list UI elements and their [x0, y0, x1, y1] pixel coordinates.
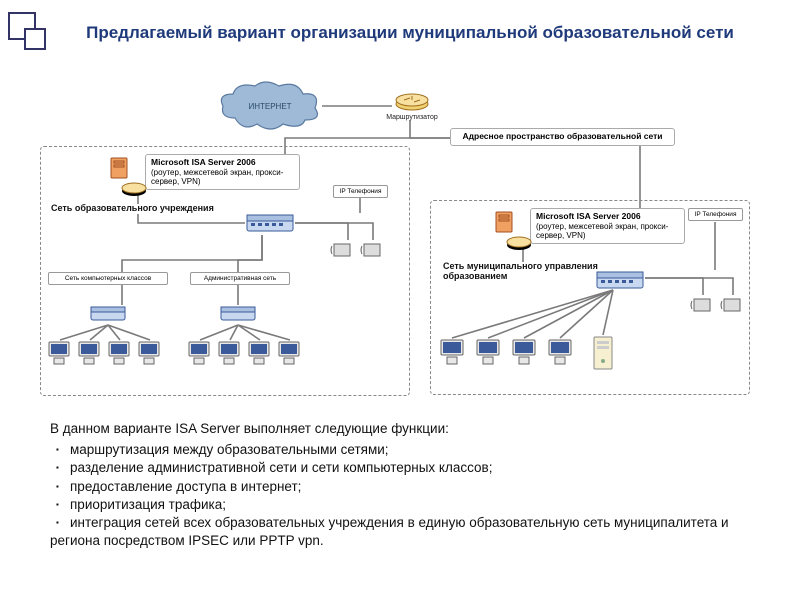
address-space-box: Адресное пространство образовательной се… [450, 128, 675, 146]
bullet-5: интеграция сетей всех образовательных уч… [50, 514, 760, 550]
body-text: В данном варианте ISA Server выполняет с… [50, 420, 760, 551]
pc [136, 340, 162, 368]
pc [216, 340, 242, 368]
bullet-2: разделение административной сети и сети … [50, 459, 760, 477]
right-server-tower [590, 335, 616, 371]
right-switch [595, 270, 645, 292]
bullet-3: предоставление доступа в интернет; [50, 478, 760, 496]
pc [546, 338, 574, 368]
right-isa-title: Microsoft ISA Server 2006 [536, 211, 641, 221]
left-switch [245, 213, 295, 235]
right-isa-sub: (роутер, межсетевой экран, прокси-сервер… [536, 222, 668, 240]
intro-line: В данном варианте ISA Server выполняет с… [50, 420, 760, 438]
left-admin-switch [220, 305, 256, 323]
pc [76, 340, 102, 368]
pc [246, 340, 272, 368]
left-ipphone-box: IP Телефония [333, 185, 388, 198]
left-isa-router-icon [120, 180, 148, 198]
page-title: Предлагаемый вариант организации муницип… [60, 22, 760, 43]
left-isa-server-icon [108, 156, 130, 180]
right-phone-1 [690, 295, 714, 315]
pc [510, 338, 538, 368]
right-zone-title: Сеть муниципального управления образован… [440, 262, 620, 282]
right-isa-router-icon [505, 234, 533, 252]
addr-space-text: Адресное пространство образовательной се… [462, 131, 662, 141]
pc [474, 338, 502, 368]
left-class-switch [90, 305, 126, 323]
bullet-4: приоритизация трафика; [50, 496, 760, 514]
router-label: Маршрутизатор [386, 114, 438, 122]
left-isa-box: Microsoft ISA Server 2006 (роутер, межсе… [145, 154, 300, 190]
corner-deco-2 [24, 28, 46, 50]
bullet-1: маршрутизация между образовательными сет… [50, 441, 760, 459]
pc [276, 340, 302, 368]
left-classrooms-box: Сеть компьютерных классов [48, 272, 168, 285]
cloud-label: ИНТЕРНЕТ [215, 80, 325, 132]
right-isa-server-icon [493, 210, 515, 234]
left-phone-1 [330, 240, 354, 260]
network-diagram: ИНТЕРНЕТ Маршрутизатор Адресное простран… [40, 80, 760, 410]
pc [186, 340, 212, 368]
pc [106, 340, 132, 368]
right-ipphone-box: IP Телефония [688, 208, 743, 221]
left-isa-title: Microsoft ISA Server 2006 [151, 157, 256, 167]
internet-cloud: ИНТЕРНЕТ [215, 80, 325, 132]
left-isa-sub: (роутер, межсетевой экран, прокси-сервер… [151, 168, 283, 186]
left-phone-2 [360, 240, 384, 260]
right-phone-2 [720, 295, 744, 315]
right-isa-box: Microsoft ISA Server 2006 (роутер, межсе… [530, 208, 685, 244]
left-admin-box: Административная сеть [190, 272, 290, 285]
external-router: Маршрутизатор [392, 88, 432, 122]
left-zone-title: Сеть образовательного учреждения [48, 204, 218, 214]
pc [46, 340, 72, 368]
pc [438, 338, 466, 368]
